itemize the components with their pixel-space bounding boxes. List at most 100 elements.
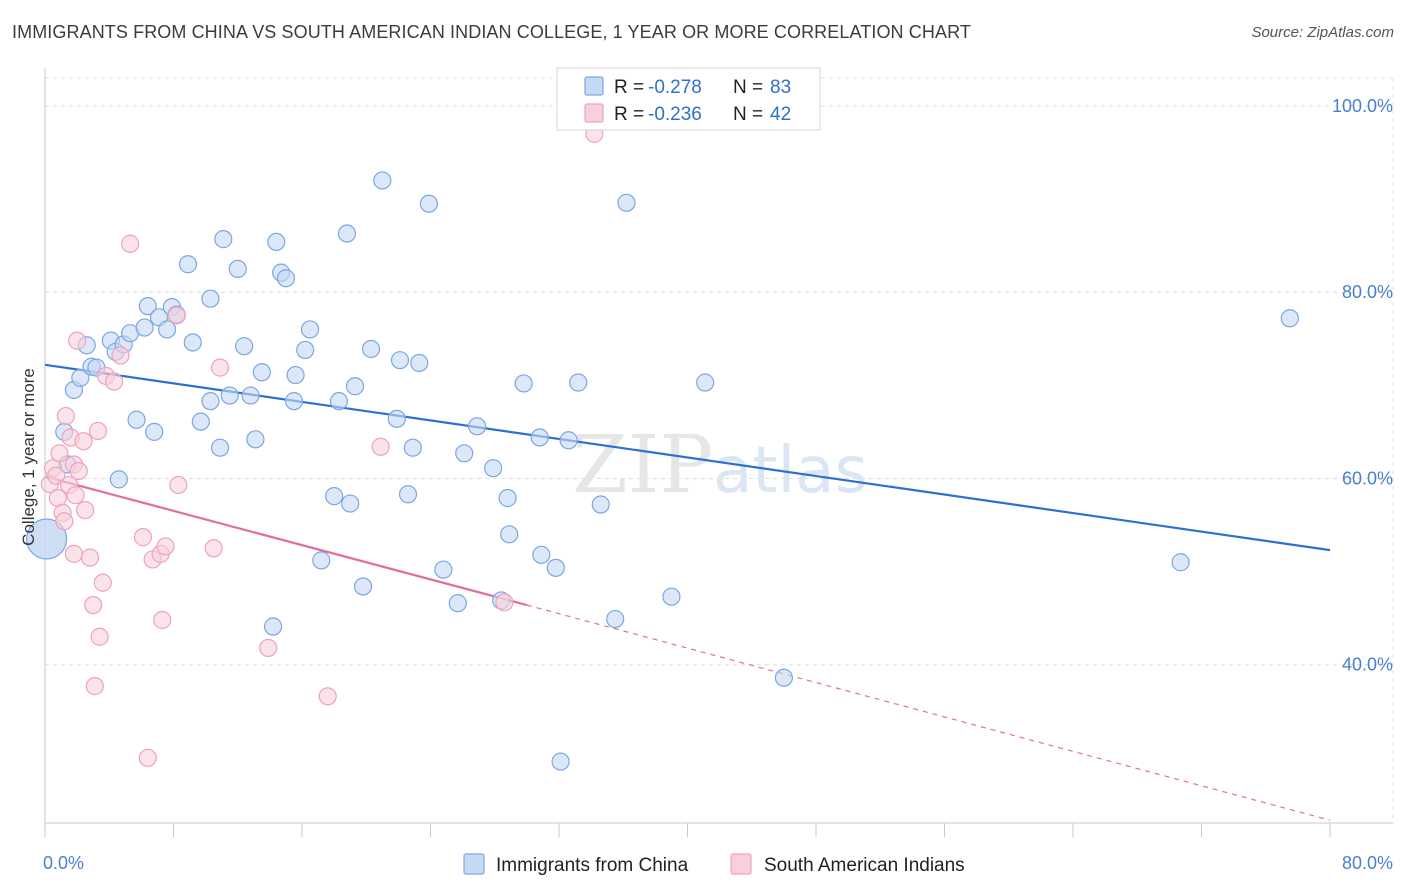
data-point-series-1 [419,194,438,213]
data-point-series-1 [410,353,429,373]
data-point-series-2 [259,638,278,658]
data-point-series-2 [138,748,157,767]
y-tick-label: 100.0% [1332,96,1393,116]
legend-n-label: N = [733,104,763,125]
data-point-series-2 [104,372,124,391]
data-point-series-1 [617,193,636,212]
watermark: ZIPatlas [572,418,868,511]
legend-n-value: 83 [770,77,791,98]
data-point-series-1 [127,410,146,429]
data-point-series-1 [455,444,474,463]
data-point-series-2 [47,466,66,485]
data-point-series-1 [373,171,392,190]
legend-n-label: N = [733,77,763,98]
data-point-series-1 [201,289,220,308]
data-point-series-1 [546,558,565,577]
data-point-series-1 [591,495,610,514]
legend-n-value: 42 [770,104,791,125]
trend-line-extension-2 [526,604,1331,821]
data-point-series-2 [90,627,109,646]
data-point-series-1 [514,374,533,393]
data-point-series-1 [434,560,453,579]
series-legend-swatch-1 [463,853,485,875]
data-point-series-2 [85,677,104,696]
data-point-series-1 [467,417,487,436]
data-point-series-1 [191,412,210,431]
y-axis-label: College, 1 year or more [19,368,38,546]
data-point-series-1 [71,368,90,387]
data-point-series-2 [93,573,112,592]
data-point-series-1 [696,373,715,392]
data-point-series-1 [157,320,177,339]
data-point-series-1 [341,494,360,513]
data-point-series-1 [214,230,233,249]
data-point-series-2 [318,687,337,706]
y-tick-label: 80.0% [1342,282,1393,302]
data-point-series-2 [68,331,87,350]
data-point-series-1 [448,594,467,613]
x-tick-label: 80.0% [1342,853,1393,873]
tick-labels: 100.0% 80.0% 60.0% 40.0% 0.0% 80.0% [43,96,1393,873]
data-point-series-1 [286,365,305,385]
data-point-series-1 [1280,309,1299,328]
data-point-series-1 [662,587,681,606]
stats-legend: R = -0.278 N = 83 R = -0.236 N = 42 [556,67,821,131]
data-point-series-2 [156,537,175,556]
data-point-series-1 [178,255,198,274]
data-point-series-2 [74,432,93,451]
data-point-series-1 [403,438,422,457]
data-point-series-2 [76,501,95,520]
y-tick-label: 40.0% [1342,655,1393,675]
data-point-series-2 [204,539,223,558]
data-point-series-2 [121,234,140,253]
data-point-series-2 [167,306,186,325]
data-point-series-1 [228,259,247,279]
data-point-series-1 [532,545,551,564]
data-point-series-1 [276,269,296,288]
data-point-series-1 [325,487,344,506]
chart-source: Source: ZipAtlas.com [1251,24,1394,41]
data-point-series-2 [64,544,84,563]
legend-swatch-2 [584,103,604,123]
data-point-series-1 [530,428,549,447]
data-point-series-1 [353,577,373,596]
data-point-series-1 [241,386,260,405]
data-point-series-1 [1171,553,1190,572]
y-tick-label: 60.0% [1342,468,1393,488]
data-point-series-1 [296,340,315,360]
data-point-series-1 [138,297,157,316]
data-point-series-1 [606,609,625,629]
data-point-series-2 [50,444,69,463]
data-point-series-1 [145,422,164,441]
data-point-series-1 [312,551,331,570]
data-point-series-2 [111,346,130,365]
data-point-series-1 [398,485,418,504]
data-point-series-1 [390,351,410,370]
legend-r-label: R = [614,77,644,98]
data-points [26,124,1299,771]
data-point-series-2 [88,421,108,441]
data-point-series-1 [300,320,320,339]
data-point-series-1 [551,752,570,771]
data-point-series-1 [235,337,254,356]
data-point-series-2 [371,437,390,456]
data-point-series-2 [66,486,85,505]
data-point-series-1 [220,386,239,405]
data-point-series-1 [263,617,283,636]
data-point-series-1 [252,363,271,382]
data-point-series-1 [201,392,220,411]
data-point-series-2 [69,461,88,481]
data-point-series-2 [80,548,100,567]
series-legend-label-1: Immigrants from China [496,855,689,876]
data-point-series-2 [210,358,230,377]
data-point-series-1 [774,668,793,687]
legend-swatch-1 [584,76,604,96]
trend-line-2 [44,475,528,607]
data-point-series-1 [267,232,286,251]
data-point-series-1 [569,373,588,392]
data-point-series-2 [169,475,188,495]
data-point-series-1 [329,392,349,411]
data-point-series-1 [337,224,357,243]
chart-title: IMMIGRANTS FROM CHINA VS SOUTH AMERICAN … [12,22,971,42]
